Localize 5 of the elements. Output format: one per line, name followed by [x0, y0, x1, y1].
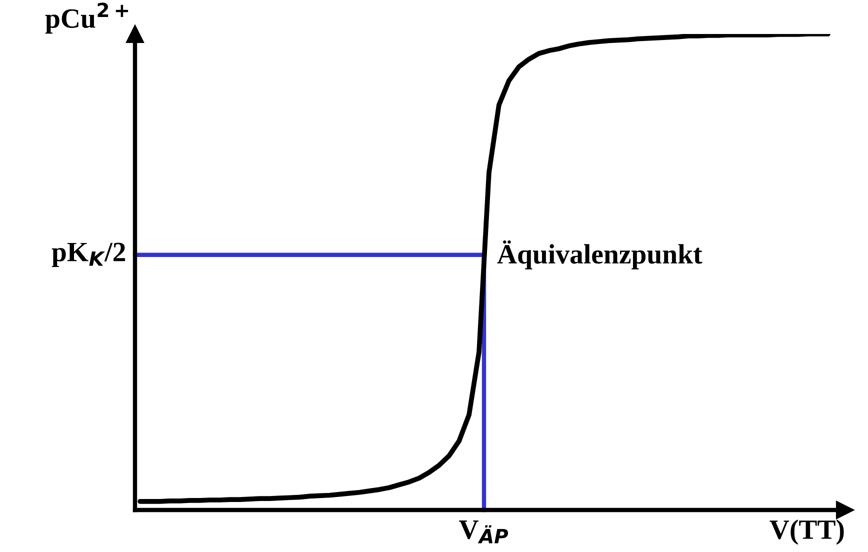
text: V$_{ÄP}$: [459, 520, 508, 544]
y-axis-title: pCu$^{2+}$: [45, 2, 128, 34]
annotation: Äquivalenzpunkt: [497, 240, 702, 270]
x-axis-title: V(TT): [770, 520, 844, 545]
ref-line-label: pK$_{K}$/2: [52, 242, 126, 268]
